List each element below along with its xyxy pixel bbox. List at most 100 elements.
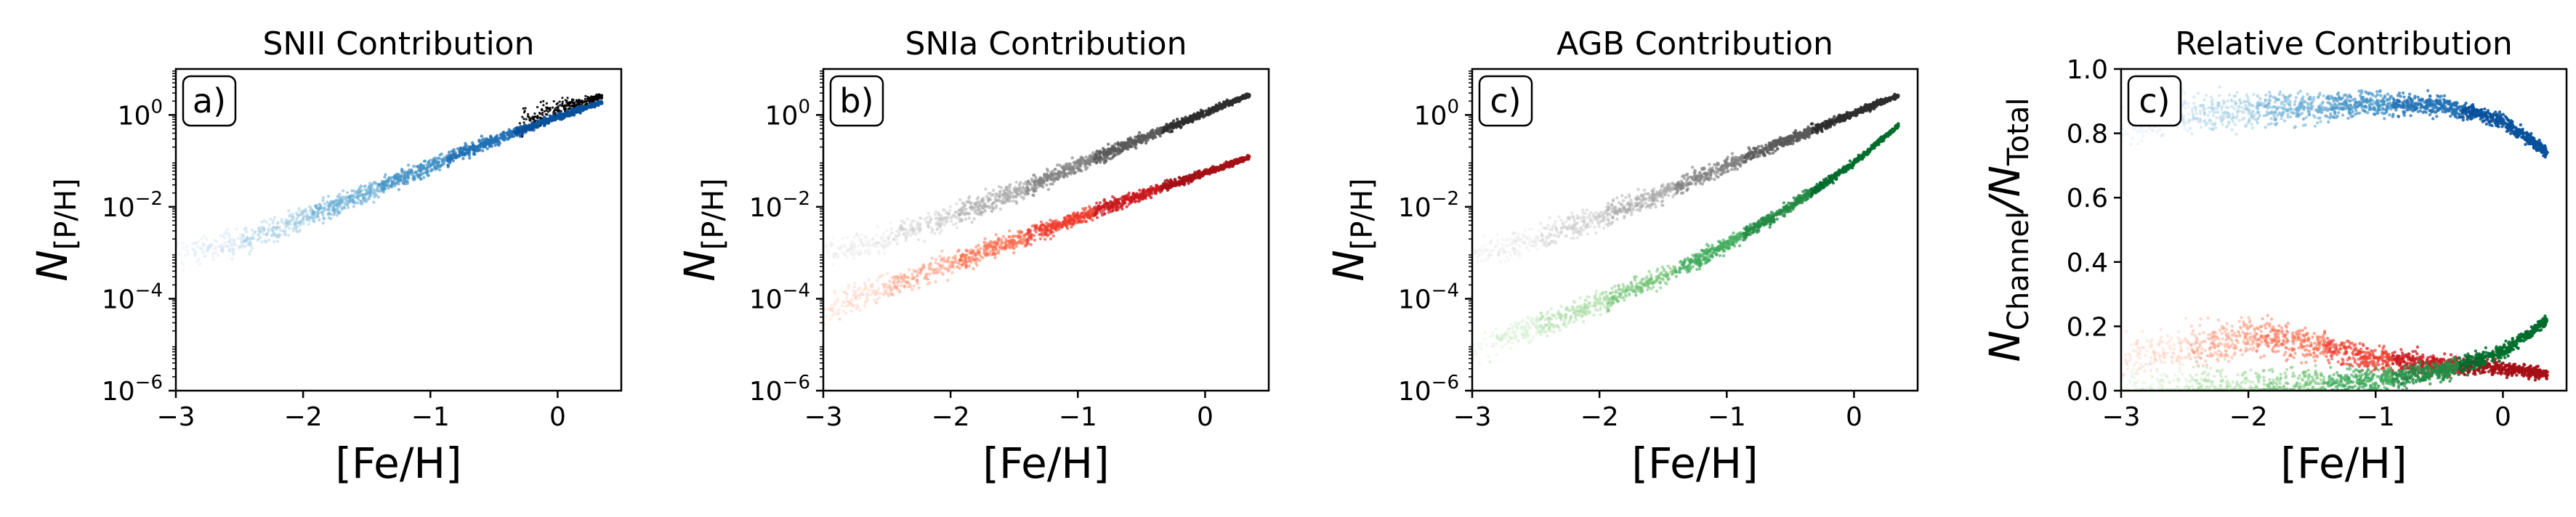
data-point [577, 107, 581, 111]
data-point [841, 300, 845, 304]
data-point [961, 253, 964, 257]
data-point [855, 306, 858, 311]
data-point [190, 247, 194, 251]
data-point [852, 235, 856, 239]
data-point [392, 176, 396, 179]
data-point [1088, 155, 1091, 158]
data-point [910, 219, 914, 223]
data-point [1167, 180, 1171, 184]
data-point [468, 145, 472, 150]
data-point [957, 213, 961, 217]
data-point [1096, 206, 1100, 210]
data-point [836, 253, 840, 257]
data-point [900, 219, 903, 223]
data-point [495, 134, 499, 137]
data-point [876, 289, 879, 293]
data-point [553, 109, 557, 112]
data-point [1043, 237, 1047, 241]
data-point [964, 253, 968, 257]
data-point [246, 237, 250, 241]
data-point [887, 293, 891, 298]
data-point [1045, 226, 1049, 229]
data-point [897, 280, 901, 283]
data-point [876, 224, 879, 229]
data-point [437, 160, 440, 164]
data-point [304, 210, 308, 213]
data-point [312, 211, 315, 214]
data-point [881, 274, 885, 277]
data-point [556, 113, 560, 117]
data-point [278, 233, 282, 237]
data-point [952, 256, 956, 259]
data-point [267, 229, 270, 232]
data-point [1054, 227, 1058, 230]
data-point [994, 192, 998, 195]
data-point [929, 262, 932, 266]
data-point [400, 167, 404, 171]
data-point [942, 260, 946, 264]
data-point [312, 211, 316, 215]
data-point [205, 250, 209, 253]
data-point [991, 188, 996, 192]
data-point [925, 216, 929, 220]
data-point [1029, 243, 1033, 247]
data-point [940, 249, 944, 253]
data-point [1030, 177, 1034, 181]
data-point [1008, 245, 1012, 249]
data-point [886, 291, 889, 295]
data-point [194, 253, 198, 256]
data-point [863, 301, 867, 304]
data-point [960, 218, 964, 221]
data-point [937, 224, 941, 228]
data-point [981, 199, 985, 203]
data-point [302, 217, 305, 221]
data-point [958, 258, 962, 262]
data-point [305, 215, 309, 219]
data-point [860, 242, 863, 245]
data-point [1014, 245, 1019, 248]
data-point [383, 175, 387, 179]
data-point [236, 237, 240, 240]
data-point [903, 274, 907, 278]
data-point [882, 292, 886, 296]
data-point [1046, 176, 1049, 179]
data-point [870, 243, 873, 248]
data-point [1054, 221, 1059, 226]
data-point [293, 221, 297, 225]
data-point [855, 233, 858, 237]
data-point [896, 284, 900, 288]
data-point [858, 309, 862, 312]
data-point [906, 282, 910, 285]
data-point [312, 210, 317, 214]
data-point [472, 149, 476, 152]
data-point [939, 264, 942, 268]
data-point [551, 106, 554, 109]
data-point [260, 220, 264, 224]
data-point [951, 264, 955, 268]
data-point [200, 247, 203, 251]
data-point [877, 286, 881, 290]
data-point [1121, 207, 1124, 211]
data-point [849, 243, 853, 248]
data-point [865, 296, 868, 299]
x-tick-label: −1 [411, 402, 450, 432]
data-point [840, 244, 844, 248]
data-point [318, 207, 321, 211]
data-point [1136, 195, 1139, 200]
data-point [1041, 223, 1045, 227]
data-point [964, 258, 968, 262]
data-point [227, 245, 231, 249]
data-point [836, 245, 840, 250]
data-point [1211, 169, 1215, 173]
y-tick-label: 10−6 [102, 372, 163, 407]
data-point [963, 213, 966, 216]
data-point [1105, 150, 1109, 154]
data-point [918, 224, 922, 227]
data-point [506, 131, 509, 136]
data-point [833, 303, 837, 306]
data-point [918, 272, 923, 275]
panel-title: SNII Contribution [263, 25, 535, 62]
data-point [845, 249, 849, 253]
data-point [541, 113, 544, 116]
data-point [988, 250, 993, 253]
